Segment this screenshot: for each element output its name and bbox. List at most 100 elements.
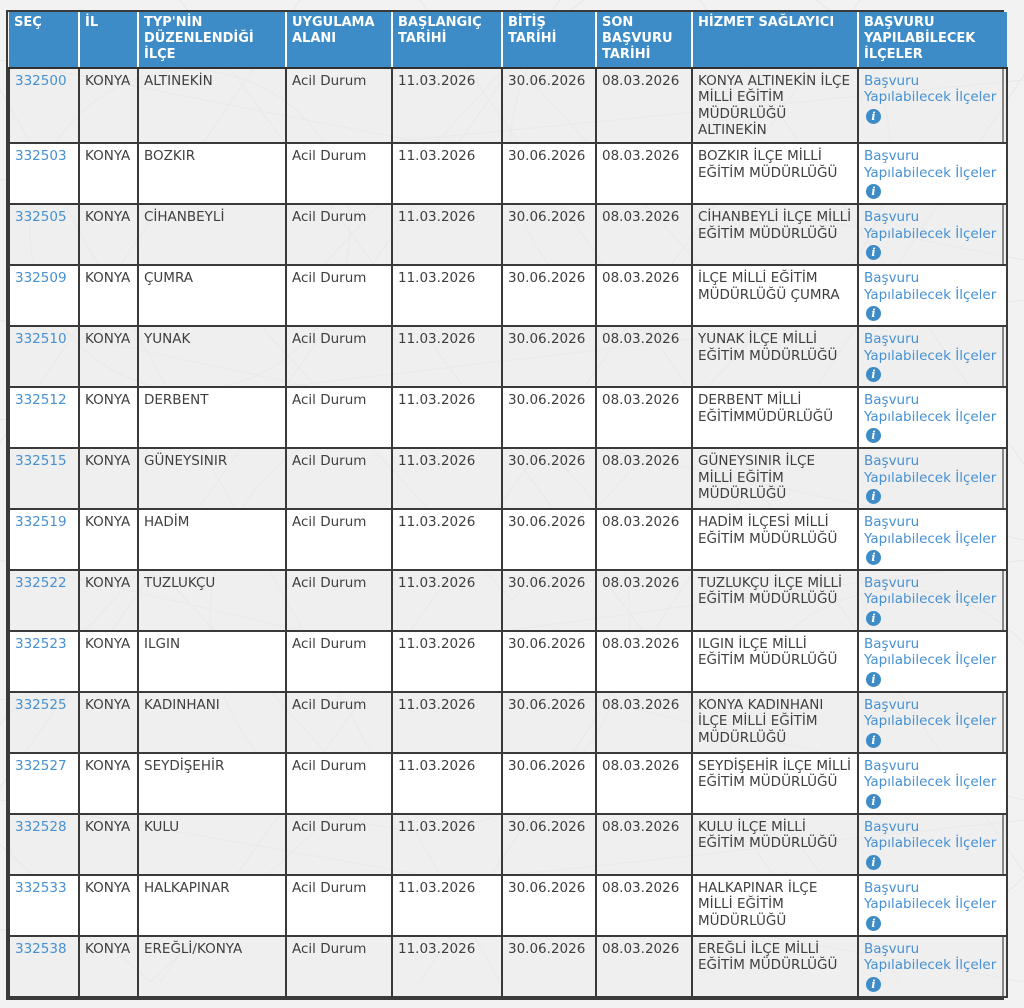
cell-baslangic: 11.03.2026 (391, 66, 503, 145)
apply-districts-link[interactable]: Başvuru Yapılabilecek İlçeler i (864, 148, 997, 200)
apply-districts-link[interactable]: Başvuru Yapılabilecek İlçeler i (864, 696, 997, 748)
info-icon[interactable]: i (866, 550, 881, 566)
cell-baslangic: 11.03.2026 (391, 569, 503, 632)
cell-uygulama: Acil Durum (285, 690, 393, 754)
apply-districts-link-label: Başvuru Yapılabilecek İlçeler (864, 575, 997, 608)
info-icon[interactable]: i (866, 245, 881, 261)
row-id-link[interactable]: 332528 (15, 818, 67, 835)
apply-districts-link[interactable]: Başvuru Yapılabilecek İlçeler i (864, 575, 997, 626)
cell-basvuru-ilceler: Başvuru Yapılabilecek İlçeler i (857, 447, 1008, 511)
info-icon[interactable]: i (866, 976, 881, 992)
apply-districts-link[interactable]: Başvuru Yapılabilecek İlçeler i (864, 636, 996, 687)
info-icon[interactable]: i (866, 184, 881, 200)
info-icon[interactable]: i (866, 108, 881, 124)
cell-uygulama: Acil Durum (285, 447, 393, 511)
cell-il: KONYA (78, 203, 139, 267)
table-row: 332533 KONYA HALKAPINAR Acil Durum 11.03… (8, 873, 1008, 937)
row-id-link[interactable]: 332512 (15, 392, 67, 409)
row-id-link[interactable]: 332523 (15, 635, 67, 652)
cell-baslangic: 11.03.2026 (391, 629, 503, 693)
apply-districts-link[interactable]: Başvuru Yapılabilecek İlçeler i (864, 514, 996, 566)
info-icon[interactable]: i (866, 915, 881, 931)
cell-hizmet: YUNAK İLÇE MİLLİ EĞİTİM MÜDÜRLÜĞÜ (691, 325, 859, 389)
table-row: 332512 KONYA DERBENT Acil Durum 11.03.20… (8, 386, 1008, 450)
apply-districts-link-label: Başvuru Yapılabilecek İlçeler (864, 757, 997, 791)
info-icon[interactable]: i (866, 306, 881, 322)
apply-districts-link-label: Başvuru Yapılabilecek İlçeler (864, 148, 997, 181)
row-id-link[interactable]: 332538 (15, 940, 67, 957)
apply-districts-link[interactable]: Başvuru Yapılabilecek İlçeler i (864, 270, 996, 322)
cell-hizmet: KULU İLÇE MİLLİ EĞİTİM MÜDÜRLÜĞÜ (691, 812, 859, 876)
table-row: 332522 KONYA TUZLUKÇU Acil Durum 11.03.2… (8, 569, 1008, 632)
cell-ilce: ALTINEKİN (137, 66, 287, 145)
row-id-link[interactable]: 332510 (15, 331, 67, 348)
cell-hizmet: BOZKIR İLÇE MİLLİ EĞİTİM MÜDÜRLÜĞÜ (691, 142, 859, 206)
info-icon[interactable]: i (866, 428, 881, 444)
info-icon[interactable]: i (866, 732, 881, 748)
cell-ilce: CİHANBEYLİ (137, 203, 287, 267)
row-id-link[interactable]: 332500 (15, 72, 67, 89)
cell-ilce: EREĞLİ/KONYA (137, 934, 287, 998)
cell-sec: 332527 (8, 751, 80, 815)
apply-districts-link[interactable]: Başvuru Yapılabilecek İlçeler i (864, 879, 997, 931)
cell-il: KONYA (78, 325, 139, 389)
table-row: 332500 KONYA ALTINEKİN Acil Durum 11.03.… (8, 66, 1008, 145)
cell-sec: 332523 (8, 629, 80, 693)
cell-hizmet: EREĞLİ İLÇE MİLLİ EĞİTİM MÜDÜRLÜĞÜ (691, 934, 859, 998)
cell-sec: 332528 (8, 812, 80, 876)
cell-baslangic: 11.03.2026 (391, 264, 503, 328)
cell-sec: 332500 (8, 66, 80, 145)
apply-districts-link-label: Başvuru Yapılabilecek İlçeler (864, 696, 997, 730)
apply-districts-link[interactable]: Başvuru Yapılabilecek İlçeler i (864, 941, 996, 992)
apply-districts-link[interactable]: Başvuru Yapılabilecek İlçeler i (864, 209, 996, 261)
cell-il: KONYA (78, 812, 139, 876)
row-id-link[interactable]: 332522 (15, 575, 67, 592)
info-icon[interactable]: i (866, 854, 881, 870)
cell-son-basvuru: 08.03.2026 (595, 934, 693, 998)
cell-bitis: 30.06.2026 (501, 812, 597, 876)
cell-hizmet: İLÇE MİLLİ EĞİTİM MÜDÜRLÜĞÜ ÇUMRA (691, 264, 859, 328)
info-icon[interactable]: i (866, 671, 881, 687)
apply-districts-link[interactable]: Başvuru Yapılabilecek İlçeler i (864, 73, 996, 124)
row-id-link[interactable]: 332519 (15, 514, 67, 531)
apply-districts-link[interactable]: Başvuru Yapılabilecek İlçeler i (864, 819, 996, 870)
cell-baslangic: 11.03.2026 (391, 447, 503, 511)
row-id-link[interactable]: 332527 (15, 757, 67, 774)
table-row: 332523 KONYA ILGIN Acil Durum 11.03.2026… (8, 629, 1008, 693)
cell-basvuru-ilceler: Başvuru Yapılabilecek İlçeler i (857, 629, 1008, 693)
row-id-link[interactable]: 332525 (15, 696, 67, 713)
info-icon[interactable]: i (866, 367, 881, 383)
apply-districts-link[interactable]: Başvuru Yapılabilecek İlçeler i (864, 453, 997, 505)
cell-ilce: KULU (137, 812, 287, 876)
apply-districts-link[interactable]: Başvuru Yapılabilecek İlçeler i (864, 331, 996, 383)
row-id-link[interactable]: 332509 (15, 270, 67, 287)
cell-hizmet: CİHANBEYLİ İLÇE MİLLİ EĞİTİM MÜDÜRLÜĞÜ (691, 203, 859, 267)
col-header-son-basvuru: SON BAŞVURU TARİHİ (595, 12, 693, 69)
cell-bitis: 30.06.2026 (501, 66, 597, 145)
typ-listing-table-frame: SEÇ İL TYP'NİN DÜZENLENDİĞİ İLÇE UYGULAM… (6, 10, 1008, 1000)
col-header-bitis: BİTİŞ TARİHİ (501, 12, 597, 69)
info-icon[interactable]: i (866, 610, 881, 626)
cell-uygulama: Acil Durum (285, 629, 393, 693)
cell-uygulama: Acil Durum (285, 325, 393, 389)
cell-basvuru-ilceler: Başvuru Yapılabilecek İlçeler i (857, 569, 1008, 632)
apply-districts-link-label: Başvuru Yapılabilecek İlçeler (864, 879, 997, 913)
row-id-link[interactable]: 332503 (15, 148, 67, 165)
apply-districts-link-label: Başvuru Yapılabilecek İlçeler (864, 453, 997, 486)
cell-sec: 332512 (8, 386, 80, 450)
row-id-link[interactable]: 332533 (15, 879, 67, 896)
cell-uygulama: Acil Durum (285, 508, 393, 572)
header-row: SEÇ İL TYP'NİN DÜZENLENDİĞİ İLÇE UYGULAM… (9, 12, 1007, 69)
table-row: 332503 KONYA BOZKIR Acil Durum 11.03.202… (8, 142, 1008, 206)
row-id-link[interactable]: 332515 (15, 453, 67, 470)
apply-districts-link[interactable]: Başvuru Yapılabilecek İlçeler i (864, 392, 996, 444)
cell-baslangic: 11.03.2026 (391, 690, 503, 754)
cell-basvuru-ilceler: Başvuru Yapılabilecek İlçeler i (857, 934, 1008, 998)
info-icon[interactable]: i (866, 793, 881, 809)
cell-bitis: 30.06.2026 (501, 203, 597, 267)
info-icon[interactable]: i (866, 489, 881, 505)
apply-districts-link[interactable]: Başvuru Yapılabilecek İlçeler i (864, 757, 997, 809)
row-id-link[interactable]: 332505 (15, 209, 67, 226)
cell-il: KONYA (78, 386, 139, 450)
